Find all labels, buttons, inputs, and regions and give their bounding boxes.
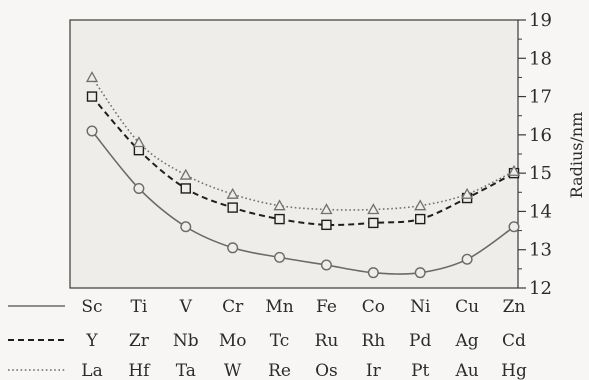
x-category-label: W xyxy=(224,361,242,380)
data-point-circle xyxy=(367,267,379,279)
x-category-label: Pd xyxy=(409,331,431,351)
x-category-label: Ir xyxy=(366,361,382,380)
x-category-label: Nb xyxy=(173,331,199,351)
data-point-triangle xyxy=(320,203,333,215)
data-point-square xyxy=(86,91,98,102)
x-category-label: Rh xyxy=(361,331,385,351)
data-point-square xyxy=(180,183,191,194)
x-category-label: Pt xyxy=(411,361,429,380)
x-category-label: Os xyxy=(315,361,338,380)
series-layer xyxy=(85,71,521,279)
y-tick-label: 19 xyxy=(529,10,552,31)
y-tick-label: 14 xyxy=(529,201,552,222)
y-tick-label: 15 xyxy=(529,163,552,184)
x-category-label: Mo xyxy=(219,331,247,351)
series-line xyxy=(91,130,515,275)
x-category-label: Re xyxy=(268,361,291,380)
x-category-label: Zn xyxy=(503,297,526,317)
y-tick-label: 17 xyxy=(529,87,552,108)
data-point-square xyxy=(415,213,426,225)
x-category-label: Mn xyxy=(265,297,293,317)
data-point-square xyxy=(368,217,379,229)
series-2 xyxy=(85,71,521,215)
x-category-label: Ru xyxy=(315,331,339,351)
y-tick-label: 13 xyxy=(529,240,552,261)
data-point-triangle xyxy=(367,203,380,215)
data-point-circle xyxy=(180,221,192,233)
data-point-triangle xyxy=(414,199,427,211)
x-category-label: Ti xyxy=(130,297,147,317)
category-labels: Sc Ti V Cr Mn Fe Co Ni Cu Zn Y Zr Nb Mo Tc Ru Rh Pd Ag Cd La… xyxy=(8,297,527,380)
y-axis-label: Radius/nm xyxy=(567,112,586,199)
x-category-label: Ta xyxy=(176,361,196,380)
data-point-triangle xyxy=(85,71,99,83)
x-category-label: Co xyxy=(362,297,385,317)
data-point-triangle xyxy=(179,168,192,180)
x-category-label: Hg xyxy=(501,361,527,380)
x-category-label: Ag xyxy=(455,331,479,351)
x-category-label: V xyxy=(179,297,193,317)
data-point-triangle xyxy=(273,199,286,211)
x-category-label: La xyxy=(81,361,102,380)
y-tick-label: 16 xyxy=(529,125,552,146)
data-point-square xyxy=(321,219,332,231)
data-point-circle xyxy=(86,125,98,137)
data-point-circle xyxy=(320,259,332,271)
x-category-label: Cr xyxy=(222,297,244,317)
x-category-label: Sc xyxy=(81,297,102,317)
data-point-circle xyxy=(414,267,426,279)
data-point-circle xyxy=(508,221,520,233)
data-point-triangle xyxy=(461,187,474,199)
x-category-label: Zr xyxy=(129,331,150,351)
series-line xyxy=(91,76,515,211)
data-point-triangle xyxy=(132,136,145,148)
x-category-label: Fe xyxy=(316,297,337,317)
y-tick-label: 12 xyxy=(529,278,552,299)
data-point-circle xyxy=(227,242,239,254)
data-point-circle xyxy=(461,253,473,265)
data-point-square xyxy=(227,202,238,213)
plot-area xyxy=(69,19,519,289)
x-category-label: Au xyxy=(454,361,478,380)
x-category-label: Cu xyxy=(455,297,479,317)
x-category-label: Ni xyxy=(410,297,431,317)
series-line xyxy=(91,95,515,226)
series-0 xyxy=(86,125,520,279)
x-category-label: Y xyxy=(85,331,98,351)
x-category-label: Cd xyxy=(502,331,526,351)
data-point-circle xyxy=(133,182,145,194)
y-tick-label: 18 xyxy=(529,48,552,69)
data-point-square xyxy=(274,213,285,225)
data-point-triangle xyxy=(507,164,521,176)
y-axis: 12 13 14 15 16 17 18 19 xyxy=(518,10,552,299)
x-category-label: Tc xyxy=(270,331,290,351)
x-category-label: Hf xyxy=(128,361,151,380)
data-point-triangle xyxy=(226,187,239,199)
data-point-circle xyxy=(274,251,286,263)
